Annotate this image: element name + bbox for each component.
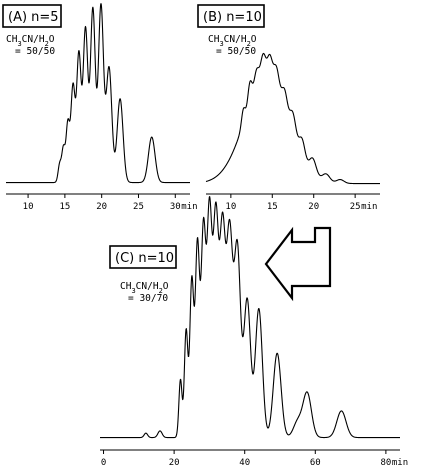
x-tick-label: 60 xyxy=(310,458,321,468)
hollow-arrow-icon xyxy=(264,226,332,302)
x-tick-label: 40 xyxy=(239,458,250,468)
panel-b-solvent-ratio: = 50/50 xyxy=(216,46,256,57)
panel-c-label-box xyxy=(109,245,177,269)
panel-b-label: (B) n=10 xyxy=(203,10,262,25)
panel-c-solvent-ratio: = 30/70 xyxy=(128,293,168,304)
panel-b-label-box xyxy=(197,4,265,28)
x-tick-label: 20 xyxy=(96,202,107,212)
x-tick-label: 15 xyxy=(59,202,70,212)
panel-c-trace xyxy=(99,196,401,439)
x-tick-label: 10 xyxy=(23,202,34,212)
panel-a: (A) n=5 CH3CN/H2O = 50/50 10 15 20 25 30 min xyxy=(2,3,198,212)
panel-c-label: (C) n=10 xyxy=(115,251,174,266)
panel-a-x-ticks: 10 15 20 25 30 xyxy=(23,194,181,212)
x-tick-label: 0 xyxy=(101,458,106,468)
x-tick-label: 15 xyxy=(267,202,278,212)
panel-c-x-ticks: 0 20 40 60 80 xyxy=(101,450,391,468)
x-tick-label: 30 xyxy=(170,202,181,212)
x-tick-label: 25 xyxy=(133,202,144,212)
panel-b-trace xyxy=(205,52,381,185)
x-tick-label: 20 xyxy=(308,202,319,212)
x-tick-label: 25 xyxy=(350,202,361,212)
panel-b-x-label: min xyxy=(361,202,377,212)
panel-b-solvent-line1: CH3CN/H2O xyxy=(208,34,257,48)
panel-c-solvent-line1: CH3CN/H2O xyxy=(120,281,169,295)
panel-c-x-label: min xyxy=(392,458,408,468)
x-tick-label: 20 xyxy=(169,458,180,468)
x-tick-label: 10 xyxy=(225,202,236,212)
panel-b-x-ticks: 10 15 20 25 xyxy=(225,194,361,212)
panel-a-x-label: min xyxy=(181,202,197,212)
panel-a-solvent-ratio: = 50/50 xyxy=(15,46,55,57)
panel-a-trace xyxy=(5,3,191,184)
panel-a-label-box xyxy=(2,4,62,28)
panel-c: (C) n=10 CH3CN/H2O = 30/70 0 20 40 60 80 min xyxy=(99,196,408,468)
panel-a-label: (A) n=5 xyxy=(8,10,59,25)
panel-b: (B) n=10 CH3CN/H2O = 50/50 10 15 20 25 min xyxy=(197,4,381,212)
x-tick-label: 80 xyxy=(380,458,391,468)
panel-a-solvent-line1: CH3CN/H2O xyxy=(6,34,55,48)
